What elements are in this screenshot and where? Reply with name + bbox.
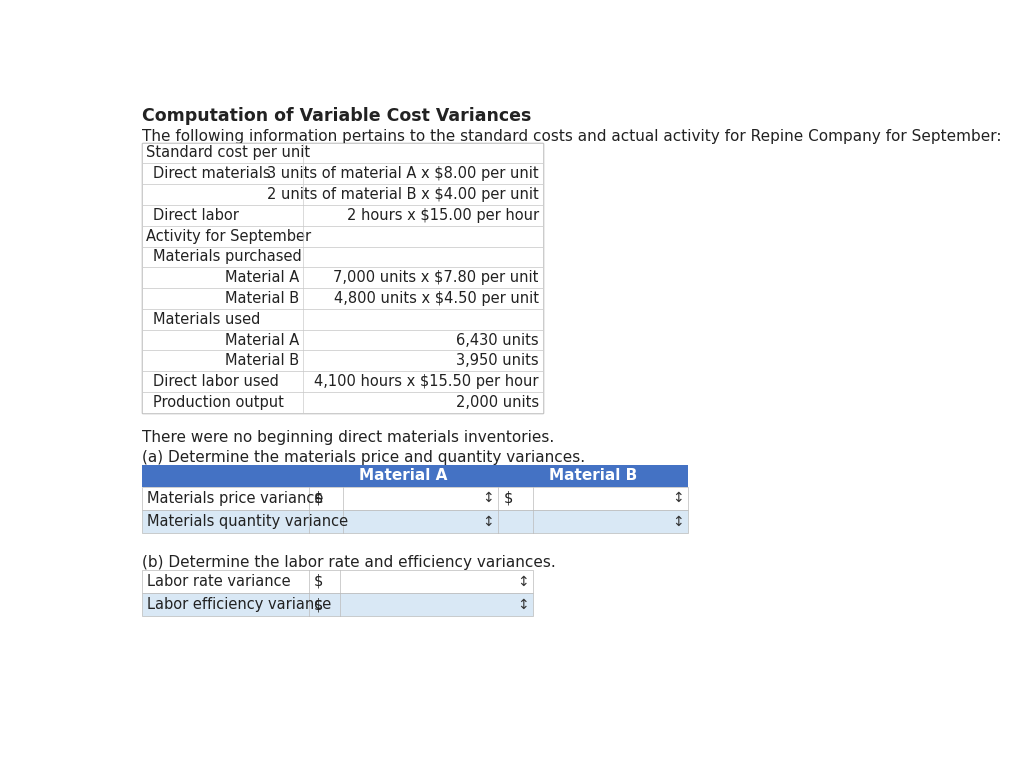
Text: Material A: Material A: [225, 270, 299, 285]
FancyBboxPatch shape: [142, 570, 534, 593]
Text: ↕: ↕: [517, 574, 528, 588]
Text: Direct labor used: Direct labor used: [153, 374, 279, 389]
Text: ↕: ↕: [672, 491, 683, 505]
Text: Direct labor: Direct labor: [153, 208, 239, 223]
FancyBboxPatch shape: [142, 268, 544, 288]
Text: 3 units of material A x $8.00 per unit: 3 units of material A x $8.00 per unit: [267, 167, 539, 181]
FancyBboxPatch shape: [142, 487, 688, 510]
FancyBboxPatch shape: [142, 205, 544, 226]
Text: Production output: Production output: [153, 395, 284, 410]
Text: ↕: ↕: [672, 514, 683, 528]
Text: (b) Determine the labor rate and efficiency variances.: (b) Determine the labor rate and efficie…: [142, 554, 556, 570]
Text: Standard cost per unit: Standard cost per unit: [145, 146, 310, 160]
Text: 4,800 units x $4.50 per unit: 4,800 units x $4.50 per unit: [334, 291, 539, 306]
Text: Material B: Material B: [225, 353, 299, 369]
Text: Labor efficiency variance: Labor efficiency variance: [146, 597, 331, 612]
Text: Direct materials: Direct materials: [153, 167, 270, 181]
FancyBboxPatch shape: [142, 309, 544, 330]
Text: Materials price variance: Materials price variance: [146, 491, 323, 506]
Text: Activity for September: Activity for September: [145, 229, 311, 244]
Text: 2,000 units: 2,000 units: [456, 395, 539, 410]
Text: ↕: ↕: [517, 598, 528, 611]
Text: 2 units of material B x $4.00 per unit: 2 units of material B x $4.00 per unit: [267, 187, 539, 202]
Text: 2 hours x $15.00 per hour: 2 hours x $15.00 per hour: [347, 208, 539, 223]
Text: Materials purchased: Materials purchased: [153, 249, 301, 264]
Text: $: $: [314, 574, 324, 589]
Text: Material B: Material B: [225, 291, 299, 306]
Text: 3,950 units: 3,950 units: [456, 353, 539, 369]
Text: 7,000 units x $7.80 per unit: 7,000 units x $7.80 per unit: [334, 270, 539, 285]
Text: ↕: ↕: [481, 514, 494, 528]
FancyBboxPatch shape: [142, 226, 544, 247]
Text: (a) Determine the materials price and quantity variances.: (a) Determine the materials price and qu…: [142, 449, 585, 465]
Text: The following information pertains to the standard costs and actual activity for: The following information pertains to th…: [142, 129, 1001, 143]
FancyBboxPatch shape: [142, 288, 544, 309]
FancyBboxPatch shape: [142, 392, 544, 412]
FancyBboxPatch shape: [142, 163, 544, 184]
Text: $: $: [314, 491, 324, 506]
Text: ↕: ↕: [481, 491, 494, 505]
Text: Materials quantity variance: Materials quantity variance: [146, 514, 348, 529]
Text: Computation of Variable Cost Variances: Computation of Variable Cost Variances: [142, 107, 531, 125]
Text: Material A: Material A: [359, 469, 447, 483]
Text: $: $: [314, 597, 324, 612]
FancyBboxPatch shape: [142, 465, 688, 487]
Text: Labor rate variance: Labor rate variance: [146, 574, 290, 589]
Text: Materials used: Materials used: [153, 311, 260, 327]
FancyBboxPatch shape: [142, 372, 544, 392]
Text: $: $: [504, 491, 513, 506]
Text: 4,100 hours x $15.50 per hour: 4,100 hours x $15.50 per hour: [314, 374, 539, 389]
Text: 6,430 units: 6,430 units: [456, 332, 539, 348]
FancyBboxPatch shape: [142, 247, 544, 268]
FancyBboxPatch shape: [142, 143, 544, 163]
FancyBboxPatch shape: [142, 593, 534, 616]
Text: Material A: Material A: [225, 332, 299, 348]
Text: Material B: Material B: [549, 469, 638, 483]
Text: There were no beginning direct materials inventories.: There were no beginning direct materials…: [142, 429, 554, 445]
FancyBboxPatch shape: [142, 184, 544, 205]
FancyBboxPatch shape: [142, 351, 544, 372]
FancyBboxPatch shape: [142, 510, 688, 533]
FancyBboxPatch shape: [142, 143, 544, 412]
FancyBboxPatch shape: [142, 330, 544, 351]
